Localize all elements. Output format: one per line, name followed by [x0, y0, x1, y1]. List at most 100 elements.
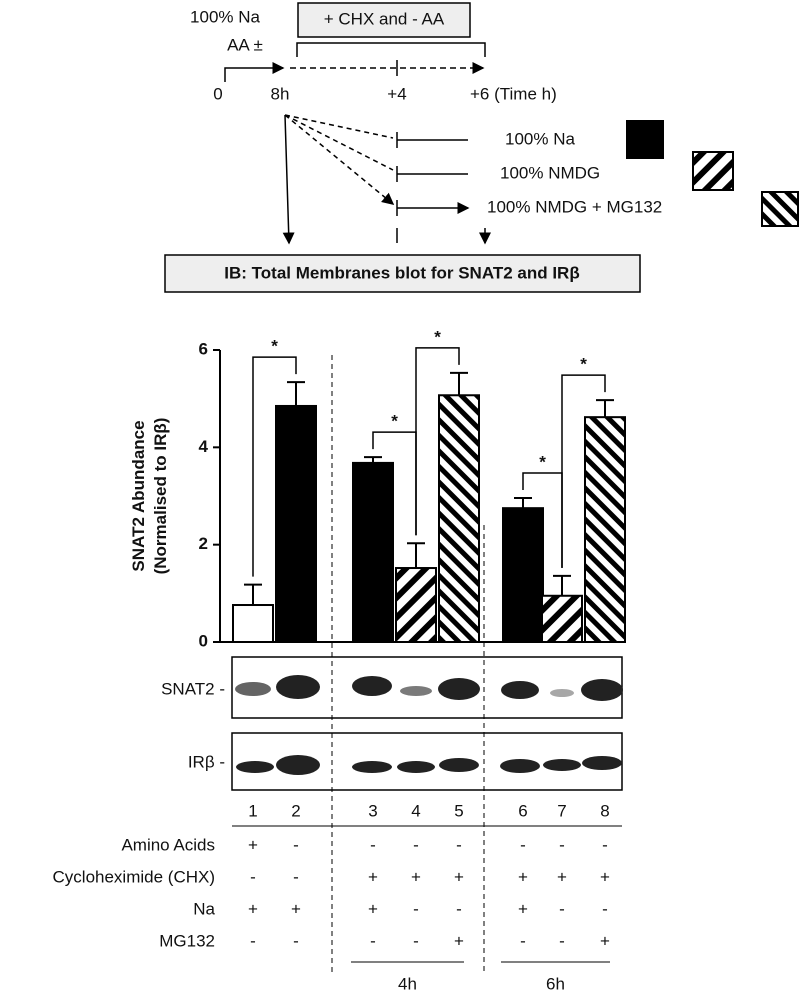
condition-mark: +	[248, 835, 258, 854]
time-label: +4	[387, 84, 406, 103]
sig-label: *	[391, 412, 398, 431]
readout-box	[164, 254, 641, 293]
condition-mark: +	[454, 931, 464, 950]
bar	[438, 394, 480, 644]
condition-mark: -	[370, 931, 376, 950]
condition-mark: -	[250, 931, 256, 950]
time-label: +6 (Time h)	[470, 84, 557, 103]
arrow	[282, 114, 295, 245]
condition-mark: -	[370, 835, 376, 854]
condition-mark: -	[520, 835, 526, 854]
condition-mark: -	[293, 835, 299, 854]
y-tick-label: 0	[199, 631, 208, 650]
bar	[275, 404, 317, 644]
bar	[232, 604, 274, 643]
bar	[395, 567, 437, 644]
lane-label: 4	[411, 801, 420, 820]
condition-mark: +	[411, 867, 421, 886]
bar	[352, 461, 394, 644]
sig-label: *	[539, 452, 546, 471]
error-bar	[287, 381, 305, 406]
condition-mark: -	[413, 931, 419, 950]
y-tick-label: 6	[199, 339, 208, 358]
condition-mark: +	[454, 867, 464, 886]
legend-swatch	[761, 191, 799, 227]
condition-mark: +	[368, 899, 378, 918]
readout: IB: Total Membranes blot for SNAT2 and I…	[224, 263, 579, 282]
bar	[541, 594, 583, 643]
y-tick-label: 2	[199, 534, 208, 553]
time-label: 8h	[271, 84, 290, 103]
error-bar	[407, 542, 425, 569]
condition-mark: -	[293, 931, 299, 950]
condition-mark: -	[559, 835, 565, 854]
sig-label: *	[271, 337, 278, 356]
error-bar	[553, 574, 571, 596]
condition-mark: +	[518, 867, 528, 886]
condition-mark: -	[250, 867, 256, 886]
condition-mark: -	[413, 899, 419, 918]
error-bar	[514, 496, 532, 509]
sig-bracket	[252, 356, 297, 577]
arm-label: 100% Na	[505, 129, 575, 148]
lane-label: 3	[368, 801, 377, 820]
bands	[235, 675, 623, 775]
label: AA ±	[227, 35, 263, 54]
arm-label: 100% NMDG	[500, 163, 600, 182]
bracket	[296, 42, 486, 57]
treatment-box	[297, 2, 471, 38]
error-bar	[596, 399, 614, 418]
condition-mark: -	[456, 899, 462, 918]
condition-mark: -	[413, 835, 419, 854]
blot-label: SNAT2 -	[161, 679, 225, 698]
condition-label: Na	[193, 899, 215, 918]
group-label: 4h	[398, 974, 417, 993]
error-bar	[450, 371, 468, 396]
lane-label: 8	[600, 801, 609, 820]
sig-bracket	[561, 374, 606, 568]
bar	[584, 416, 626, 643]
condition-label: MG132	[159, 931, 215, 950]
condition-mark: +	[518, 899, 528, 918]
lane-label: 7	[557, 801, 566, 820]
arrow	[396, 228, 485, 243]
legend-swatch	[692, 151, 734, 191]
error-bar	[364, 456, 382, 463]
condition-mark: -	[559, 899, 565, 918]
label: + CHX and - AA	[324, 9, 445, 28]
lane-label: 5	[454, 801, 463, 820]
condition-mark: +	[600, 867, 610, 886]
y-axis-label-line: (Normalised to IRβ)	[151, 418, 170, 575]
condition-mark: -	[520, 931, 526, 950]
condition-mark: -	[293, 867, 299, 886]
arrow	[284, 114, 393, 204]
condition-mark: +	[600, 931, 610, 950]
lane-label: 2	[291, 801, 300, 820]
condition-mark: -	[559, 931, 565, 950]
sig-bracket	[415, 347, 460, 536]
condition-mark: +	[248, 899, 258, 918]
blots	[231, 355, 623, 975]
condition-mark: -	[456, 835, 462, 854]
y-axis-label: SNAT2 Abundance (Normalised to IRβ)	[129, 418, 170, 575]
schematic	[164, 2, 641, 293]
arrow	[224, 62, 285, 82]
sig-label: *	[434, 327, 441, 346]
arm-label: 100% NMDG + MG132	[487, 197, 662, 216]
y-tick-label: 4	[199, 437, 209, 456]
condition-mark: +	[291, 899, 301, 918]
blot-frame	[231, 732, 623, 791]
blot-label: IRβ -	[188, 752, 225, 771]
condition-mark: +	[557, 867, 567, 886]
condition-mark: +	[368, 867, 378, 886]
condition-label: Cycloheximide (CHX)	[53, 867, 215, 886]
condition-mark: -	[602, 899, 608, 918]
group-label: 6h	[546, 974, 565, 993]
arrow	[397, 139, 468, 208]
lane-label: 1	[248, 801, 257, 820]
condition-label: Amino Acids	[121, 835, 215, 854]
condition-mark: -	[602, 835, 608, 854]
lane-label: 6	[518, 801, 527, 820]
bar	[502, 507, 544, 643]
